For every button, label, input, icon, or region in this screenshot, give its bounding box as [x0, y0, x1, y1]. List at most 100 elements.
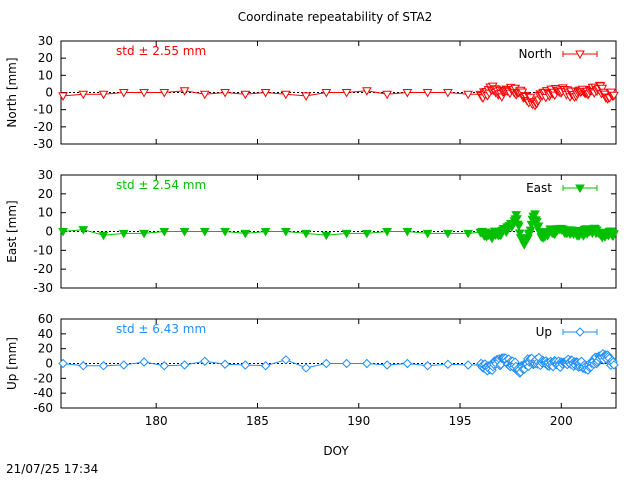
data-point — [463, 229, 473, 239]
timestamp: 21/07/25 17:34 — [6, 462, 99, 476]
data-point — [514, 222, 524, 231]
y-tick-label: -10 — [33, 243, 53, 257]
data-point — [159, 361, 170, 371]
data-point — [58, 92, 68, 101]
data-point — [443, 359, 453, 369]
y-tick-label: 20 — [38, 187, 53, 201]
data-point — [443, 229, 453, 239]
data-point — [609, 91, 619, 101]
data-point — [280, 90, 291, 100]
data-point — [321, 89, 332, 98]
data-point — [159, 228, 170, 237]
y-tick-label: 60 — [38, 312, 53, 326]
std-annotation: std ± 2.54 mm — [116, 178, 206, 192]
data-point — [382, 360, 392, 370]
y-axis-label: North [mm] — [5, 57, 19, 127]
data-point — [78, 90, 89, 100]
data-point — [531, 218, 542, 227]
data-point — [382, 90, 392, 100]
y-tick-label: 10 — [38, 68, 53, 82]
data-point — [220, 228, 230, 237]
data-point — [321, 358, 332, 369]
data-point — [361, 229, 372, 239]
y-tick-label: -30 — [33, 137, 53, 151]
x-tick-label: 200 — [550, 414, 573, 428]
data-point — [463, 360, 473, 370]
data-point — [200, 356, 210, 366]
data-point — [58, 228, 68, 237]
data-point — [525, 93, 536, 103]
panels: -30 -20 -10 0 10 20 30 North [mm] std ± 2.55 mm N… — [5, 34, 619, 428]
data-point — [341, 229, 352, 239]
data-point — [260, 361, 271, 371]
data-point — [341, 358, 352, 369]
data-point — [422, 229, 433, 239]
data-point — [512, 215, 522, 224]
data-point — [609, 230, 619, 239]
data-point — [362, 358, 372, 369]
std-annotation: std ± 6.43 mm — [116, 322, 206, 336]
y-axis-label: East [mm] — [5, 200, 19, 262]
legend-label: Up — [536, 325, 552, 339]
data-point — [118, 89, 129, 98]
data-point — [301, 92, 311, 101]
data-point — [199, 228, 210, 237]
data-point — [609, 360, 619, 370]
y-tick-label: -20 — [33, 120, 53, 134]
y-tick-label: -10 — [33, 103, 53, 117]
data-point — [118, 229, 129, 239]
data-point — [220, 89, 230, 98]
y-axis-label: Up [mm] — [5, 337, 19, 390]
data-point — [511, 211, 522, 220]
legend-marker — [575, 184, 585, 194]
data-point — [422, 361, 433, 371]
data-point — [139, 357, 149, 367]
y-tick-label: 0 — [45, 225, 53, 239]
x-tick-label: 190 — [347, 414, 370, 428]
data-point — [139, 89, 149, 98]
data-point — [119, 360, 129, 370]
data-point — [402, 358, 413, 369]
data-point — [422, 89, 433, 98]
data-point — [58, 358, 68, 369]
data-point — [301, 229, 311, 239]
data-point — [280, 228, 291, 237]
x-tick-label: 180 — [145, 414, 168, 428]
y-tick-label: -20 — [33, 262, 53, 276]
data-point — [361, 87, 372, 96]
data-point — [78, 226, 89, 235]
data-point — [78, 361, 88, 371]
data-point — [382, 228, 392, 237]
data-point — [443, 89, 453, 98]
y-tick-label: 30 — [38, 168, 53, 182]
data-point — [260, 228, 271, 237]
y-tick-label: 0 — [45, 357, 53, 371]
data-point — [463, 90, 473, 100]
chart-title: Coordinate repeatability of STA2 — [238, 10, 433, 24]
y-tick-label: 20 — [38, 51, 53, 65]
data-point — [301, 363, 311, 373]
data-point — [139, 229, 149, 239]
x-tick-label: 195 — [449, 414, 472, 428]
data-point — [240, 229, 251, 239]
y-tick-label: -60 — [33, 401, 53, 415]
legend-label: East — [526, 181, 552, 195]
y-tick-label: 40 — [38, 327, 53, 341]
y-tick-label: 30 — [38, 34, 53, 48]
y-tick-label: -20 — [33, 371, 53, 385]
data-point — [98, 231, 109, 241]
data-point — [98, 361, 109, 371]
data-point — [341, 89, 352, 98]
legend-marker — [575, 50, 585, 60]
data-point — [281, 355, 291, 365]
y-tick-label: 0 — [45, 86, 53, 100]
y-tick-label: -30 — [33, 281, 53, 295]
legend-marker — [575, 327, 585, 337]
data-point — [98, 90, 109, 100]
data-point — [260, 89, 271, 98]
legend-label: North — [518, 47, 552, 61]
data-point — [533, 222, 544, 232]
data-point — [514, 229, 525, 239]
data-point — [402, 228, 413, 237]
